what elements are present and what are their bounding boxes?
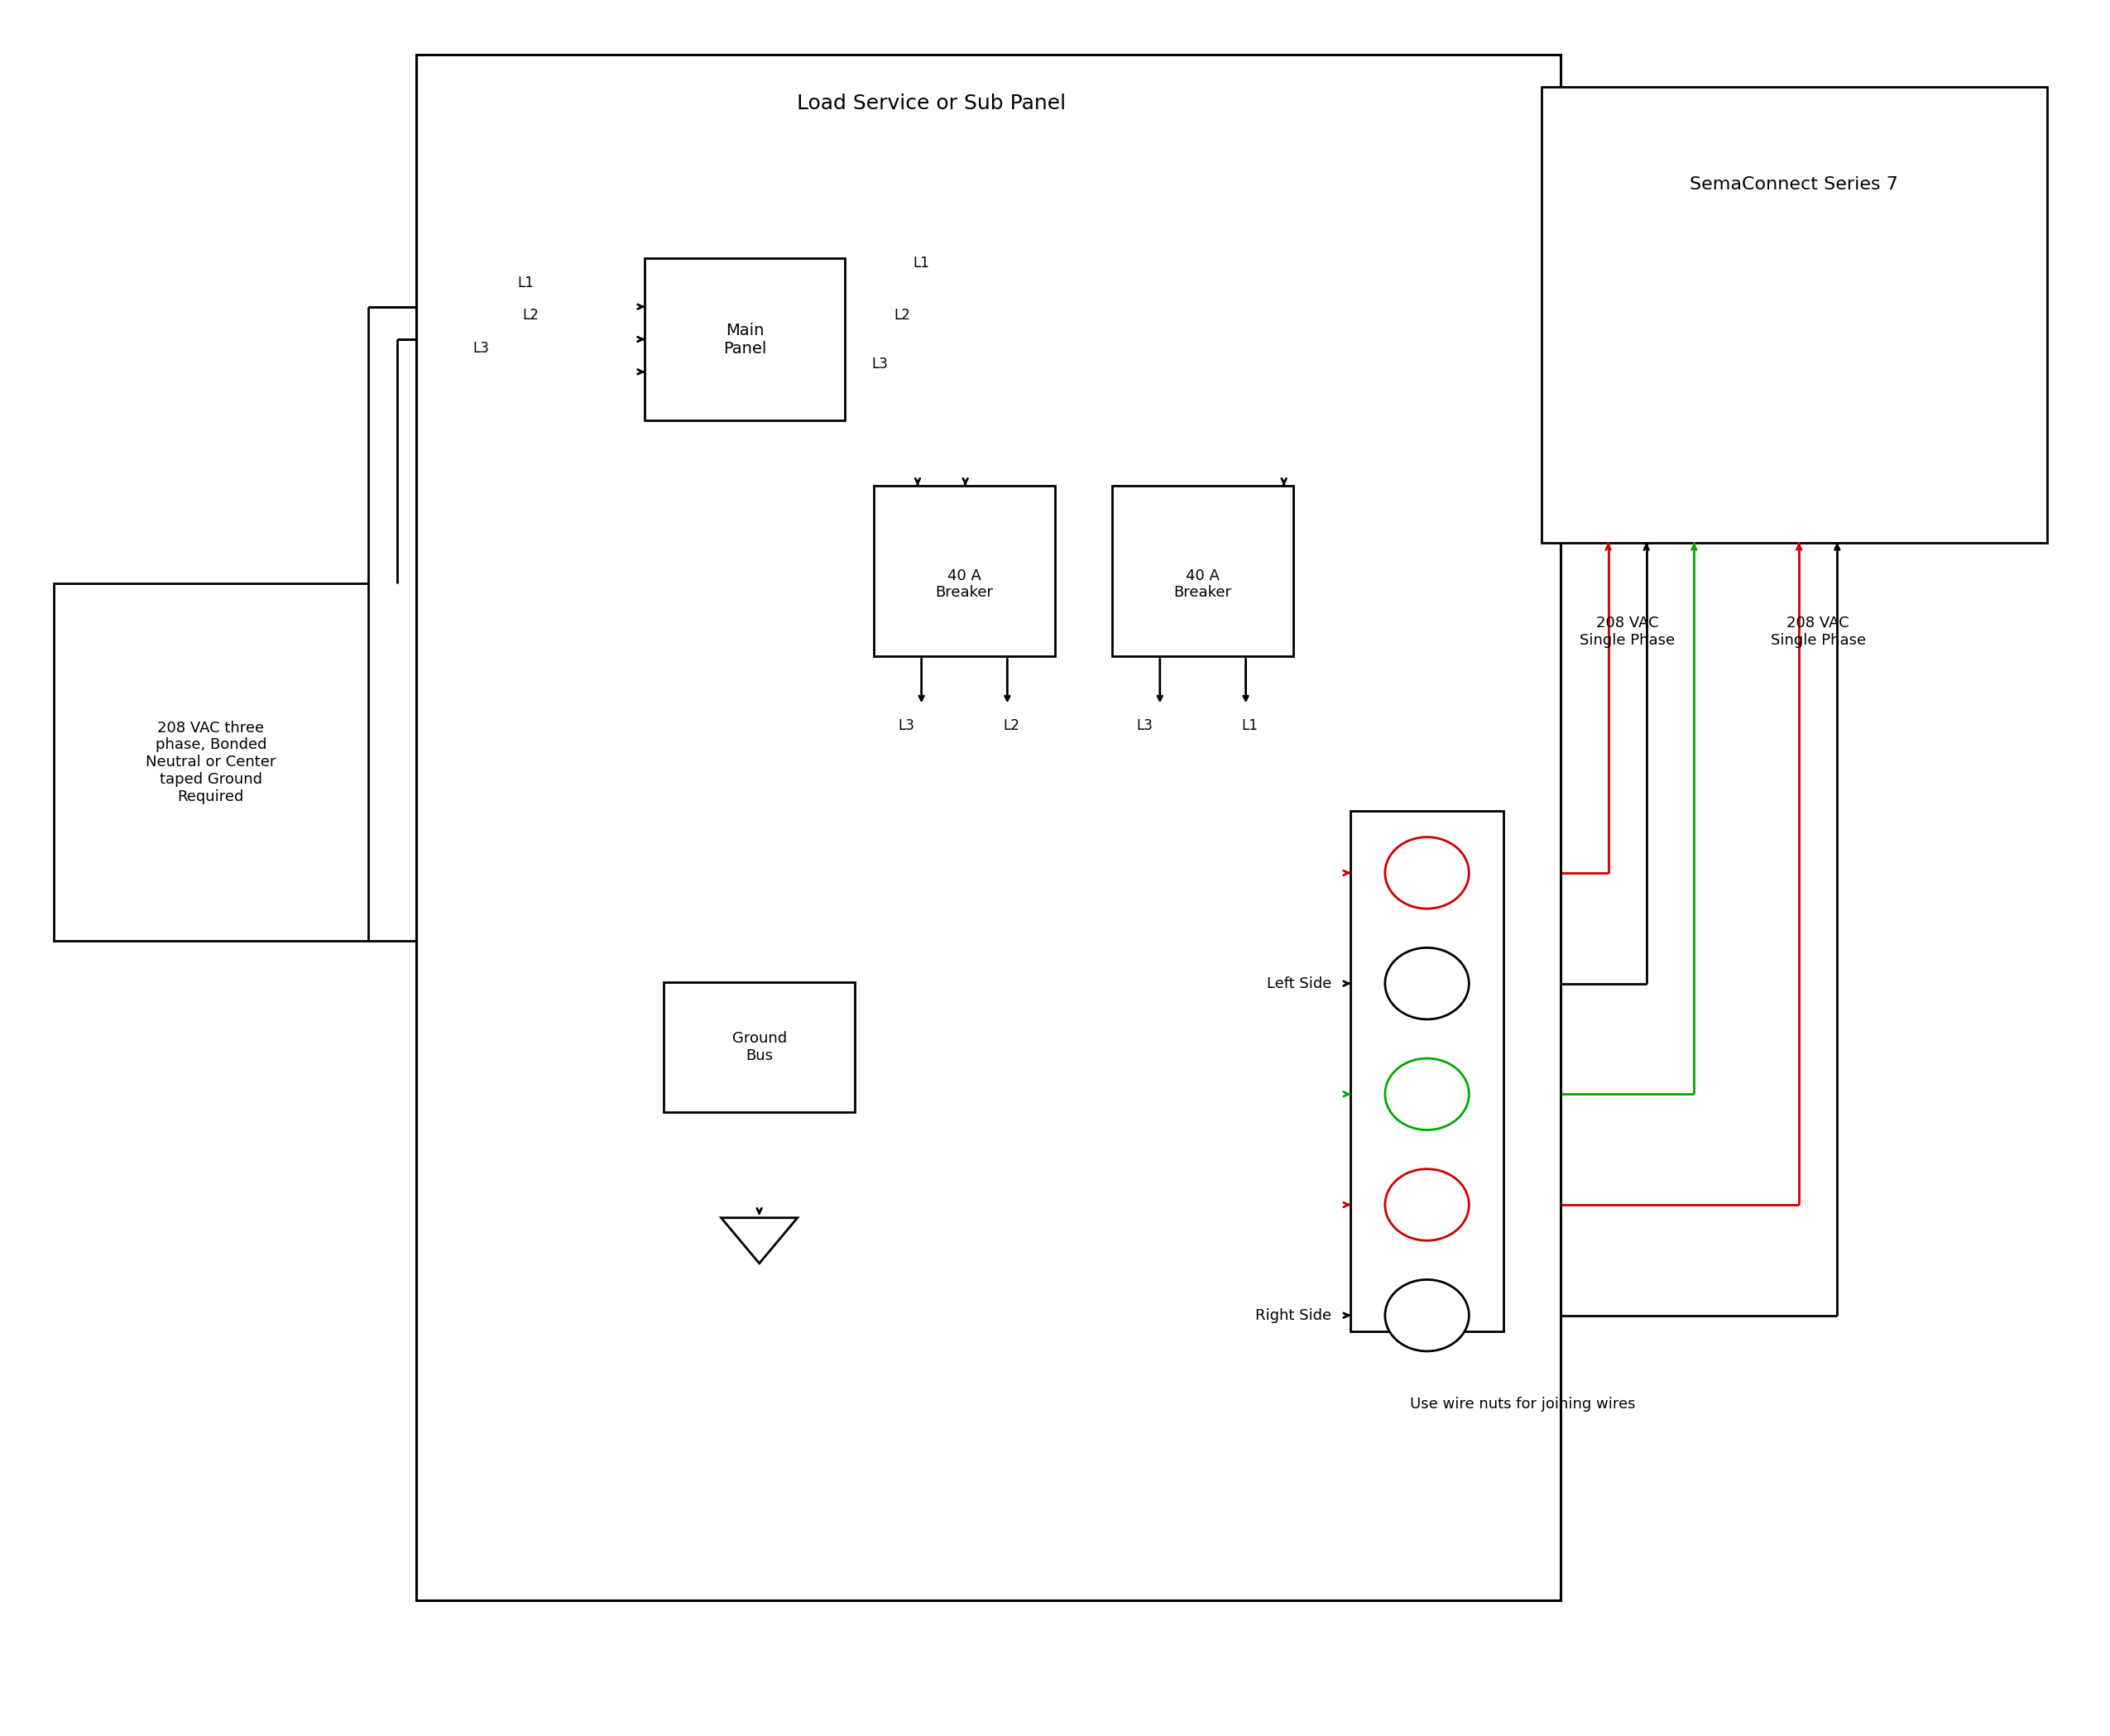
Text: L3: L3 <box>473 340 490 356</box>
Circle shape <box>1384 1168 1469 1241</box>
Text: Ground
Bus: Ground Bus <box>732 1031 787 1062</box>
Text: SemaConnect Series 7: SemaConnect Series 7 <box>1690 177 1899 193</box>
Text: L1: L1 <box>517 276 534 290</box>
Bar <box>646 259 846 420</box>
Text: Load Service or Sub Panel: Load Service or Sub Panel <box>795 94 1066 113</box>
Text: Left Side: Left Side <box>1266 976 1331 991</box>
Text: Main
Panel: Main Panel <box>724 323 766 356</box>
Text: L2: L2 <box>1002 719 1019 733</box>
Bar <box>53 583 369 941</box>
Circle shape <box>1384 1279 1469 1351</box>
Text: L3: L3 <box>899 719 914 733</box>
Bar <box>1112 486 1293 656</box>
Circle shape <box>1384 837 1469 908</box>
Text: L1: L1 <box>914 255 931 271</box>
Text: L3: L3 <box>871 358 888 372</box>
Text: L1: L1 <box>1241 719 1258 733</box>
Text: 208 VAC
Single Phase: 208 VAC Single Phase <box>1580 616 1675 648</box>
Circle shape <box>1384 1059 1469 1130</box>
Text: Right Side: Right Side <box>1255 1307 1331 1323</box>
Bar <box>665 983 855 1113</box>
Text: 208 VAC three
phase, Bonded
Neutral or Center
taped Ground
Required: 208 VAC three phase, Bonded Neutral or C… <box>146 720 276 804</box>
Text: 40 A
Breaker: 40 A Breaker <box>1173 568 1232 601</box>
Text: 40 A
Breaker: 40 A Breaker <box>935 568 994 601</box>
Text: L2: L2 <box>521 307 538 323</box>
Bar <box>1542 87 2047 543</box>
Bar <box>416 54 1561 1601</box>
Text: Use wire nuts for joining wires: Use wire nuts for joining wires <box>1409 1397 1635 1411</box>
Text: L2: L2 <box>895 307 912 323</box>
Bar <box>874 486 1055 656</box>
Bar <box>1350 811 1502 1332</box>
Circle shape <box>1384 948 1469 1019</box>
Text: 208 VAC
Single Phase: 208 VAC Single Phase <box>1770 616 1865 648</box>
Text: L3: L3 <box>1137 719 1152 733</box>
